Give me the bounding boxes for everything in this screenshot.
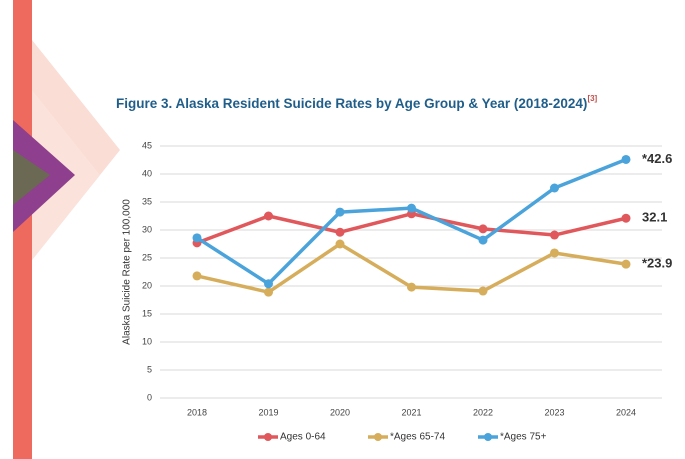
data-point: [478, 235, 488, 245]
title-text: Figure 3. Alaska Resident Suicide Rates …: [116, 96, 587, 111]
legend-label: *Ages 65-74: [390, 432, 445, 443]
legend-swatch: [374, 433, 382, 441]
chart-title: Figure 3. Alaska Resident Suicide Rates …: [116, 94, 598, 110]
series-line: [196, 157, 627, 286]
flower-image: [13, 150, 50, 205]
data-label: *42.6: [642, 151, 672, 166]
data-label: *23.9: [642, 256, 672, 271]
y-axis-label: Alaska Suicide Rate per 100,000: [122, 199, 133, 345]
data-point: [264, 211, 273, 221]
title-superscript: [3]: [587, 94, 597, 103]
x-tick-label: 2023: [544, 407, 564, 417]
data-point: [335, 227, 345, 237]
x-tick-label: 2021: [401, 407, 421, 417]
x-tick-label: 2024: [616, 407, 636, 417]
side-strip: [13, 0, 32, 459]
data-point: [621, 259, 631, 269]
y-tick-label: 25: [142, 252, 152, 262]
y-tick-label: 0: [147, 392, 152, 402]
y-tick-label: 5: [147, 364, 152, 374]
data-point: [335, 239, 345, 249]
data-label: 32.1: [642, 210, 667, 225]
data-point: [550, 183, 559, 193]
data-point: [550, 230, 559, 240]
data-point: [550, 248, 559, 258]
data-point: [478, 224, 488, 234]
legend-swatch: [484, 433, 492, 441]
data-point: [621, 154, 631, 164]
legend-label: *Ages 75+: [500, 432, 547, 443]
y-tick-label: 35: [142, 196, 152, 206]
data-point: [264, 287, 273, 297]
y-tick-label: 40: [142, 168, 152, 178]
legend-swatch: [264, 433, 272, 441]
data-point: [335, 207, 345, 217]
y-tick-label: 20: [142, 280, 152, 290]
decoration: [13, 0, 120, 459]
data-point: [264, 279, 273, 289]
y-tick-label: 45: [142, 140, 152, 150]
data-point: [621, 213, 631, 223]
plot: 0 5 10 15 20 25 30 35 40 45 2018 2019 2020 2021 2022 20…: [142, 140, 672, 442]
y-tick-label: 10: [142, 336, 152, 346]
x-tick-label: 2020: [330, 407, 350, 417]
data-point: [192, 271, 202, 281]
data-point: [478, 286, 488, 296]
data-point: [407, 282, 416, 292]
data-point: [192, 233, 202, 243]
y-tick-label: 15: [142, 308, 152, 318]
y-tick-label: 30: [142, 224, 152, 234]
legend-label: Ages 0-64: [280, 432, 326, 443]
x-tick-label: 2022: [473, 407, 493, 417]
x-tick-label: 2019: [258, 407, 278, 417]
data-point: [407, 203, 416, 213]
x-tick-label: 2018: [187, 407, 207, 417]
